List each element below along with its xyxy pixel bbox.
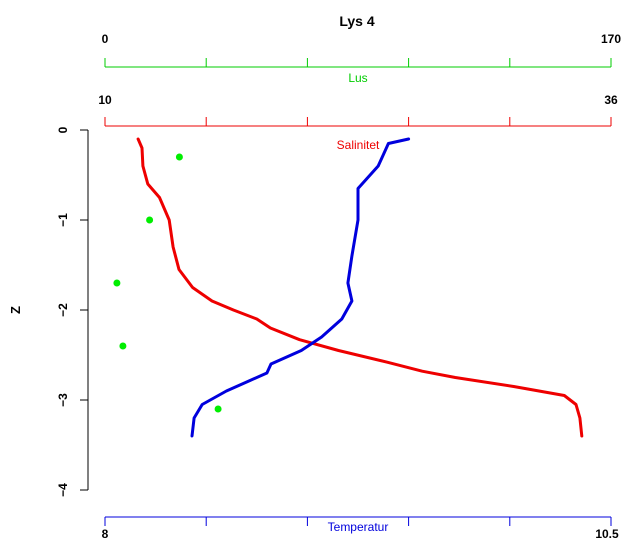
- axis-salinitet: 10 36 Salinitet: [98, 93, 618, 152]
- series-lus-point: [119, 342, 127, 350]
- axis-salinitet-min-label: 10: [98, 93, 112, 107]
- series-lus-point: [146, 216, 154, 224]
- axis-lus: 0 170 Lus: [102, 32, 622, 85]
- axis-z-tick-label: −2: [56, 303, 70, 317]
- axis-z-tick-label: −3: [56, 393, 70, 407]
- axis-lus-max-label: 170: [601, 32, 621, 46]
- series-layer: [113, 137, 584, 438]
- axis-z-tick-label: −4: [56, 483, 70, 497]
- series-lus-point: [175, 153, 183, 161]
- axis-z-title: Z: [8, 306, 23, 314]
- series-temperatur-line: [190, 137, 411, 438]
- axis-temperatur-min-label: 8: [102, 527, 109, 541]
- axis-temperatur-max-label: 10.5: [595, 527, 619, 541]
- series-lus-point: [113, 279, 121, 287]
- axis-temperatur: 8 10.5 Temperatur: [102, 516, 619, 541]
- axis-z-tick-label: −1: [56, 213, 70, 227]
- axis-lus-min-label: 0: [102, 32, 109, 46]
- axis-salinitet-title: Salinitet: [337, 138, 380, 152]
- axis-salinitet-max-label: 36: [604, 93, 618, 107]
- series-lus-point: [214, 405, 222, 413]
- axis-temperatur-title: Temperatur: [328, 520, 389, 534]
- axis-z: 0 −1 −2 −3 −4 Z: [8, 126, 89, 497]
- chart-title: Lys 4: [339, 13, 374, 29]
- axis-lus-title: Lus: [348, 71, 367, 85]
- series-salinitet-line: [136, 137, 584, 438]
- axis-z-tick-label: 0: [56, 126, 70, 133]
